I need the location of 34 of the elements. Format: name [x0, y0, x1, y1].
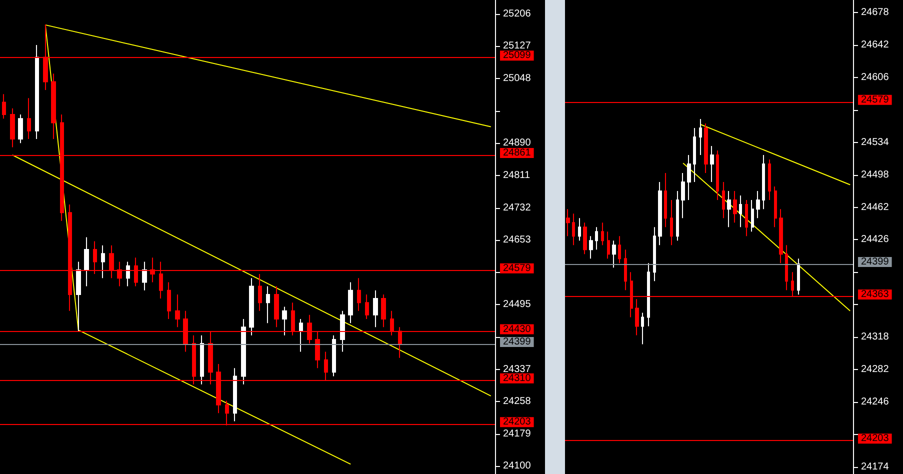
ref-line-label: 24861 [503, 148, 532, 158]
y-tick-label: 24495 [503, 299, 532, 310]
ref-line-label: 24579 [503, 262, 532, 274]
y-tick-label: 24534 [861, 136, 890, 148]
y-tick-label: 24318 [861, 332, 890, 343]
y-tick-label: 24282 [861, 364, 890, 375]
y-tick-label: 24890 [503, 138, 532, 149]
ref-line-label: 24203 [861, 433, 890, 444]
y-tick-label: 24100 [503, 460, 532, 472]
y-tick-label: 24337 [503, 364, 532, 375]
y-tick-label: 24426 [861, 234, 890, 246]
y-tick-label: 24678 [861, 7, 890, 18]
y-tick-label: 25206 [503, 8, 532, 20]
ref-line-label: 24399 [503, 336, 532, 348]
ref-line-label: 24363 [861, 288, 890, 300]
ref-line-label: 24579 [861, 94, 890, 106]
y-tick-label: 25048 [503, 73, 532, 84]
y-tick-label: 24246 [861, 396, 890, 408]
y-tick-label: 24653 [503, 234, 532, 246]
y-tick-label: 24174 [861, 461, 890, 472]
y-tick-label: 24498 [861, 169, 890, 180]
ref-line-label: 24430 [503, 324, 532, 335]
ref-line-label: 25099 [503, 50, 532, 62]
y-tick-label: 24258 [503, 396, 532, 408]
y-tick-label: 24462 [861, 202, 890, 213]
ref-line-label: 24310 [503, 372, 532, 384]
y-tick-label: 24732 [503, 202, 532, 214]
y-tick-label: 24811 [503, 170, 531, 181]
ref-line-label: 24203 [503, 416, 532, 428]
y-tick-label: 25127 [503, 40, 532, 52]
y-tick-label: 24179 [503, 428, 532, 440]
ref-line-label: 24399 [861, 256, 890, 268]
y-tick-label: 24606 [861, 72, 890, 83]
y-tick-label: 24642 [861, 40, 890, 51]
